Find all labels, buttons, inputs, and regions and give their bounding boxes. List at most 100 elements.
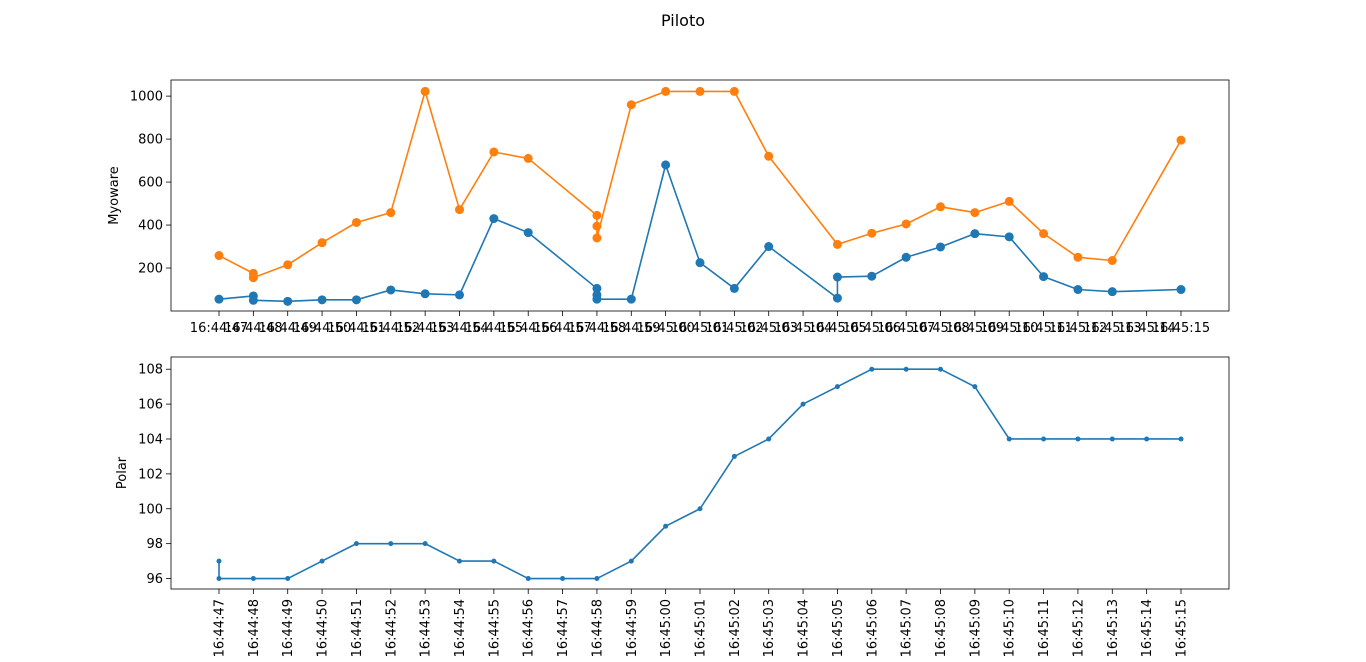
data-point — [764, 242, 774, 252]
x-tick-label: 16:45:15 — [1175, 599, 1190, 657]
x-tick-label: 16:44:47 — [190, 321, 248, 336]
data-point — [317, 238, 327, 248]
x-tick-label: 16:45:07 — [900, 599, 915, 657]
x-tick-label: 16:44:58 — [590, 599, 605, 657]
data-point — [420, 86, 430, 96]
x-tick-label: 16:45:06 — [843, 321, 901, 336]
x-tick-label: 16:44:50 — [316, 599, 331, 657]
x-tick-label: 16:44:55 — [465, 321, 523, 336]
x-tick-label: 16:44:51 — [350, 599, 365, 657]
x-tick-label: 16:45:15 — [1152, 321, 1210, 336]
data-point — [283, 260, 293, 270]
x-tick-label: 16:45:11 — [1037, 599, 1052, 657]
data-point — [697, 506, 703, 512]
data-point — [970, 229, 980, 239]
x-tick-label: 16:44:54 — [453, 599, 468, 657]
data-point — [834, 384, 840, 390]
data-point — [386, 285, 396, 295]
data-point — [970, 208, 980, 218]
x-tick-label: 16:45:02 — [728, 599, 743, 657]
x-tick-label: 16:44:53 — [396, 321, 454, 336]
x-tick-label: 16:45:05 — [831, 599, 846, 657]
data-point — [353, 541, 359, 547]
data-point — [455, 290, 464, 300]
x-tick-label: 16:44:54 — [430, 321, 488, 336]
data-point — [214, 251, 224, 261]
data-point — [216, 576, 222, 582]
x-tick-label: 16:45:04 — [774, 321, 832, 336]
data-point — [936, 242, 945, 252]
figure-title: Piloto — [660, 11, 706, 30]
data-point — [1039, 229, 1049, 239]
data-point — [1107, 287, 1117, 297]
x-tick-label: 16:44:48 — [224, 321, 282, 336]
data-point — [661, 160, 671, 170]
data-point — [420, 289, 430, 299]
data-point — [661, 86, 671, 96]
data-point — [283, 296, 293, 306]
data-point — [1006, 436, 1012, 442]
data-point — [626, 294, 636, 304]
series-line — [218, 164, 1182, 303]
data-point — [1073, 252, 1083, 262]
data-point — [388, 541, 394, 547]
x-tick-label: 16:45:12 — [1049, 321, 1107, 336]
y-tick-label: 600 — [138, 176, 163, 191]
x-tick-label: 16:45:02 — [705, 321, 763, 336]
data-point — [523, 153, 533, 163]
y-tick-label: 200 — [138, 262, 163, 277]
data-point — [1039, 272, 1049, 282]
x-tick-label: 16:44:51 — [327, 321, 385, 336]
data-point — [1176, 135, 1186, 145]
y-tick-label: 106 — [138, 398, 163, 413]
data-point — [592, 283, 602, 293]
x-tick-label: 16:45:12 — [1071, 599, 1086, 657]
data-point — [1004, 196, 1014, 206]
data-point — [729, 283, 739, 293]
data-point — [1041, 436, 1047, 442]
data-point — [628, 558, 634, 564]
data-point — [351, 295, 361, 305]
data-point — [663, 523, 669, 529]
data-point — [1004, 232, 1014, 242]
x-tick-label: 16:45:08 — [911, 321, 969, 336]
data-point — [1073, 285, 1083, 295]
data-point — [972, 384, 978, 390]
data-point — [695, 86, 705, 96]
data-point — [489, 214, 499, 224]
data-point — [285, 576, 291, 582]
y-axis-label: Polar — [115, 456, 130, 489]
data-point — [731, 453, 737, 459]
data-point — [523, 228, 533, 238]
x-tick-label: 16:44:56 — [522, 599, 537, 657]
data-point — [592, 210, 602, 220]
data-point — [214, 294, 224, 304]
series-line — [218, 368, 1181, 580]
data-point — [800, 401, 806, 407]
x-tick-label: 16:44:59 — [602, 321, 660, 336]
data-point — [901, 219, 911, 229]
data-point — [938, 366, 943, 372]
data-point — [592, 233, 602, 243]
y-tick-label: 100 — [138, 502, 163, 517]
x-tick-label: 16:44:57 — [533, 321, 591, 336]
data-point — [832, 293, 842, 303]
x-tick-label: 16:45:14 — [1140, 599, 1155, 657]
data-point — [248, 273, 258, 283]
x-tick-label: 16:44:56 — [499, 321, 557, 336]
data-point — [1176, 285, 1186, 295]
x-tick-label: 16:45:14 — [1117, 321, 1175, 336]
y-axis-label: Myoware — [107, 166, 122, 225]
x-tick-label: 16:44:49 — [281, 599, 296, 657]
data-point — [832, 272, 842, 282]
x-tick-label: 16:45:00 — [636, 321, 694, 336]
x-tick-label: 16:44:53 — [419, 599, 434, 657]
data-point — [560, 576, 566, 582]
x-tick-label: 16:45:05 — [808, 321, 866, 336]
data-point — [867, 271, 877, 281]
x-tick-label: 16:45:04 — [797, 599, 812, 657]
data-point — [457, 558, 462, 564]
data-point — [869, 366, 875, 372]
x-tick-label: 16:44:50 — [293, 321, 351, 336]
